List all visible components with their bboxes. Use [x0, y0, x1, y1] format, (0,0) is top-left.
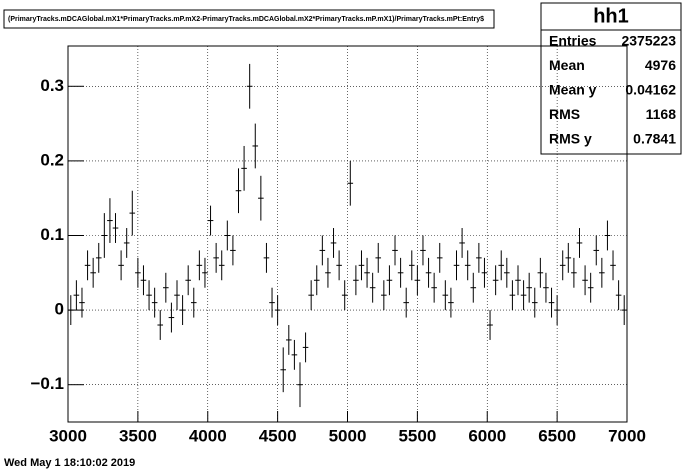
y-tick-label: 0.3 — [40, 76, 64, 95]
y-tick-label: −0.1 — [30, 374, 64, 393]
footer: Wed May 1 18:10:02 2019 — [4, 457, 135, 469]
y-tick-label: 0.2 — [40, 150, 64, 169]
x-tick-label: 5500 — [398, 426, 436, 445]
y-tick-label: 0.1 — [40, 225, 64, 244]
x-tick-label: 5000 — [329, 426, 367, 445]
x-tick-label: 7000 — [608, 426, 646, 445]
stats-label: RMS — [549, 106, 580, 122]
stats-box — [540, 2, 682, 155]
stats-value: 0.7841 — [633, 131, 676, 147]
stats-label: RMS y — [549, 131, 592, 147]
chart-title: (PrimaryTracks.mDCAGlobal.mX1*PrimaryTra… — [8, 16, 484, 23]
x-tick-label: 3500 — [119, 426, 157, 445]
stats-value: 1168 — [646, 106, 677, 122]
x-tick-label: 4000 — [189, 426, 227, 445]
title-box — [3, 9, 495, 29]
stats-label: Entries — [549, 33, 597, 49]
stats-value: 2375223 — [621, 33, 676, 49]
x-tick-label: 3000 — [49, 426, 87, 445]
x-tick-label: 6000 — [468, 426, 506, 445]
stats-label: Mean — [549, 57, 585, 73]
stats-value: 4976 — [645, 57, 676, 73]
x-tick-label: 4500 — [259, 426, 297, 445]
stats-label: Mean y — [549, 82, 597, 98]
y-tick-label: 0 — [55, 300, 64, 319]
x-tick-label: 6500 — [538, 426, 576, 445]
stats-name: hh1 — [593, 5, 629, 27]
stats-value: 0.04162 — [625, 82, 676, 98]
